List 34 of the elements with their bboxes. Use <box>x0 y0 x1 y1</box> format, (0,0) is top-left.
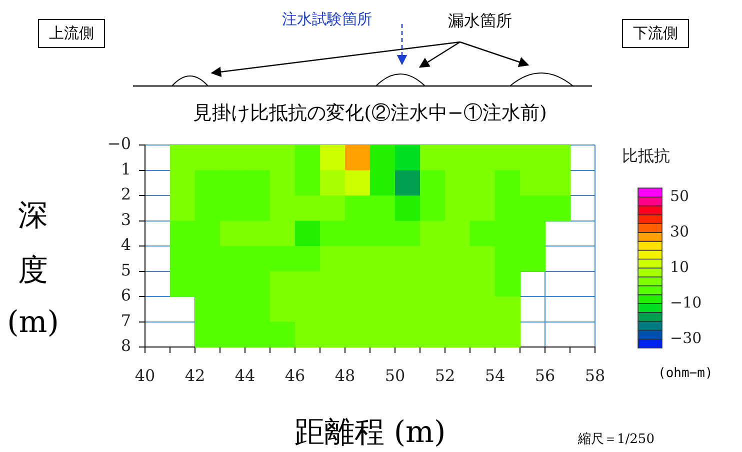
y-tick-label: 6 <box>120 286 131 305</box>
text: 漏水箇所 <box>448 11 512 32</box>
x-tick-label: 58 <box>584 366 606 385</box>
x-tick-label: 50 <box>384 366 406 385</box>
y-tick-label: 4 <box>120 235 131 254</box>
y-tick-label: 8 <box>120 336 131 356</box>
x-tick-label: 56 <box>534 366 556 385</box>
x-tick-label: 54 <box>484 366 506 385</box>
y-axis-title: 深度(m) <box>7 197 59 340</box>
y-tick-label: 2 <box>120 184 131 204</box>
color-bar-label: 10 <box>670 258 690 276</box>
text: 注水試験箇所 <box>282 10 372 29</box>
color-bar-title: 比抵抗 <box>622 146 670 166</box>
x-tick-label: 46 <box>284 366 306 385</box>
text: 縮尺＝1/250 <box>578 431 654 448</box>
y-tick-label: 3 <box>120 210 131 229</box>
x-tick-label: 48 <box>334 366 356 385</box>
y-tick-label: 7 <box>120 310 131 330</box>
color-bar-label: 30 <box>670 222 690 240</box>
text: 上流側 <box>38 19 105 48</box>
color-bar-label: 50 <box>670 186 690 205</box>
x-tick-label: 42 <box>184 366 206 385</box>
text: (ohm−m) <box>658 366 713 381</box>
text: 下流側 <box>622 19 689 48</box>
y-tick-label: 5 <box>120 260 131 280</box>
color-bar-label: −30 <box>670 329 702 347</box>
x-tick-label: 52 <box>434 366 456 385</box>
y-tick-label: 1 <box>120 159 131 178</box>
x-tick-label: 40 <box>134 366 156 385</box>
x-axis-title: 距離程 (m) <box>294 415 446 450</box>
x-tick-label: 44 <box>234 366 256 385</box>
y-tick-label: −0 <box>107 134 131 154</box>
color-bar-label: −10 <box>670 293 702 312</box>
chart-title: 見掛け比抵抗の変化(②注水中−①注水前) <box>192 101 548 126</box>
